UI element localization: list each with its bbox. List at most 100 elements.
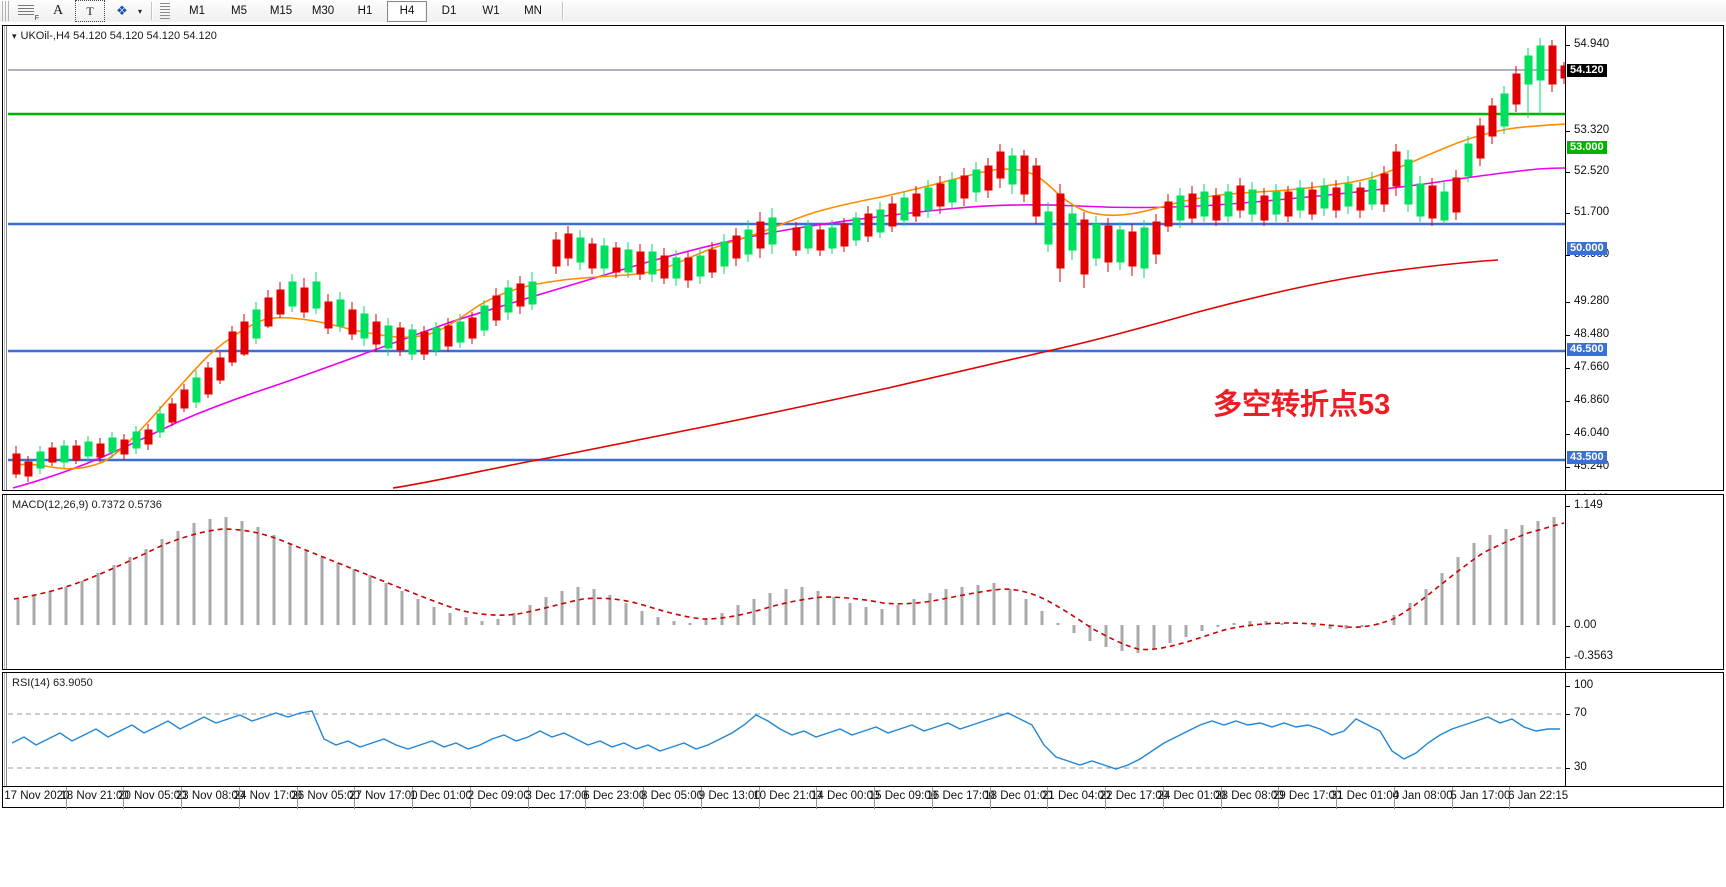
objects-icon[interactable]: ❖ xyxy=(107,0,137,22)
time-label-5: 26 Nov 05:00 xyxy=(291,790,360,802)
timeframe-m1[interactable]: M1 xyxy=(177,1,217,22)
rsi-path xyxy=(11,710,1560,770)
tick-label: 53.320 xyxy=(1574,124,1610,136)
tick-label: 52.520 xyxy=(1574,165,1610,177)
tick-dash xyxy=(1566,368,1570,369)
time-label-2: 20 Nov 05:00 xyxy=(118,790,187,802)
tick-dash xyxy=(1566,506,1570,507)
time-separator-12 xyxy=(758,787,760,809)
time-separator-19 xyxy=(1162,787,1164,809)
toolbar-grip[interactable] xyxy=(2,1,9,21)
time-label-12: 9 Dec 13:00 xyxy=(698,790,761,802)
tick-dash xyxy=(1566,213,1570,214)
dropdown-caret-icon[interactable]: ▾ xyxy=(138,7,142,16)
time-label-22: 29 Dec 17:00 xyxy=(1272,790,1342,802)
tick-label: 0.00 xyxy=(1574,619,1597,631)
tick-dash xyxy=(1566,131,1570,132)
time-separator-22 xyxy=(1336,787,1338,809)
label-tool-icon[interactable]: T xyxy=(75,0,105,22)
tick-label: 46.860 xyxy=(1574,394,1610,406)
macd-axis[interactable]: 1.149 0.00 -0.3563 xyxy=(1565,495,1723,669)
time-separator-8 xyxy=(527,787,529,809)
tick-dash xyxy=(1566,657,1570,658)
time-separator-15 xyxy=(931,787,933,809)
tick-dash xyxy=(1566,45,1570,46)
tick-dash xyxy=(1566,434,1570,435)
timeframe-m30-label: M30 xyxy=(311,5,335,17)
time-label-26: 6 Jan 22:15 xyxy=(1508,790,1569,802)
macd-signal-path xyxy=(13,522,1565,651)
candle-group xyxy=(12,38,1565,482)
time-separator-7 xyxy=(469,787,471,809)
price-tag-last: 54.120 xyxy=(1567,64,1607,77)
candlestick-svg xyxy=(12,38,1565,482)
time-label-10: 6 Dec 23:00 xyxy=(583,790,646,802)
price-pane[interactable]: 多空转折点53 ▾ UKOil-,H4 54.120 54.120 54.120… xyxy=(2,25,1724,571)
timeframe-d1-label: D1 xyxy=(441,5,457,17)
objects-glyph: ❖ xyxy=(116,3,128,18)
time-label-6: 27 Nov 17:00 xyxy=(349,790,418,802)
rsi-label: RSI(14) 63.9050 xyxy=(12,677,93,689)
crosshair-grid-sublabel: F xyxy=(34,15,39,22)
tick-dash xyxy=(1566,255,1570,256)
rsi-axis[interactable]: 100 70 30 0 xyxy=(1565,673,1723,807)
time-separator-1 xyxy=(123,787,125,809)
timeframe-mn[interactable]: MN xyxy=(513,1,553,22)
tick-dash xyxy=(1566,714,1570,715)
chart-annotation: 多空转折点53 xyxy=(1213,389,1391,421)
time-label-20: 24 Dec 01:00 xyxy=(1157,790,1226,802)
time-separator-3 xyxy=(238,787,240,809)
timeframe-h4[interactable]: H4 xyxy=(387,0,428,22)
time-separator-18 xyxy=(1105,787,1107,809)
collapse-icon[interactable]: ▾ xyxy=(12,30,17,41)
time-label-8: 2 Dec 09:00 xyxy=(467,790,530,802)
time-separator-21 xyxy=(1278,787,1280,809)
time-label-0: 17 Nov 2020 xyxy=(4,790,70,802)
macd-pane[interactable]: MACD(12,26,9) 0.7372 0.5736 1.149 0.00 -… xyxy=(2,494,1724,670)
tick-dash xyxy=(1566,335,1570,336)
timeframe-w1-label: W1 xyxy=(482,5,500,17)
time-label-21: 28 Dec 08:00 xyxy=(1215,790,1284,802)
time-separator-6 xyxy=(412,787,414,809)
timeframe-h1[interactable]: H1 xyxy=(345,1,385,22)
timeframe-m5[interactable]: M5 xyxy=(219,1,259,22)
tick-label: 46.040 xyxy=(1574,427,1610,439)
timeframe-d1[interactable]: D1 xyxy=(429,1,469,22)
rsi-plot[interactable] xyxy=(8,673,1565,807)
tick-label: 51.700 xyxy=(1574,206,1610,218)
macd-pane-rail xyxy=(3,495,8,669)
timeframe-w1[interactable]: W1 xyxy=(471,1,511,22)
time-label-9: 3 Dec 17:00 xyxy=(525,790,588,802)
rsi-pane[interactable]: RSI(14) 63.9050 100 70 30 0 xyxy=(2,672,1724,808)
timeframe-m1-label: M1 xyxy=(189,5,205,17)
text-tool-icon[interactable]: A xyxy=(43,0,73,22)
timeframe-m15[interactable]: M15 xyxy=(261,1,301,22)
macd-label: MACD(12,26,9) 0.7372 0.5736 xyxy=(12,499,162,511)
timeframe-m5-label: M5 xyxy=(231,5,247,17)
macd-plot[interactable] xyxy=(8,495,1565,669)
tick-dash xyxy=(1566,302,1570,303)
tick-dash xyxy=(1566,686,1570,687)
price-svg xyxy=(8,69,1565,489)
macd-svg xyxy=(13,517,1565,653)
tick-dash xyxy=(1566,401,1570,402)
timeframe-m30[interactable]: M30 xyxy=(303,1,343,22)
time-label-24: 4 Jan 08:00 xyxy=(1392,790,1453,802)
rsi-pane-rail xyxy=(3,673,8,807)
crosshair-grid-icon[interactable]: F xyxy=(11,0,41,22)
toolbar-separator xyxy=(151,2,154,20)
tick-dash xyxy=(1566,768,1570,769)
periods-grip[interactable] xyxy=(160,3,171,19)
tick-label: 49.280 xyxy=(1574,295,1610,307)
dropdown-caret-glyph: ▾ xyxy=(138,6,143,16)
price-plot[interactable]: 多空转折点53 xyxy=(8,26,1565,490)
time-separator-16 xyxy=(989,787,991,809)
time-separator-2 xyxy=(181,787,183,809)
time-label-3: 23 Nov 08:00 xyxy=(175,790,245,802)
price-tag-53000[interactable]: 53.000 xyxy=(1567,141,1607,154)
price-tag-50000[interactable]: 50.000 xyxy=(1567,242,1607,255)
price-tag-46500[interactable]: 46.500 xyxy=(1567,343,1607,356)
price-tag-43500[interactable]: 43.500 xyxy=(1567,451,1607,464)
price-axis[interactable]: 54.940 53.320 52.520 51.700 50.900 xyxy=(1565,26,1723,571)
time-axis-labels-strip[interactable]: 17 Nov 2020 18 Nov 21:00 20 Nov 05:00 23 No… xyxy=(2,786,1724,809)
